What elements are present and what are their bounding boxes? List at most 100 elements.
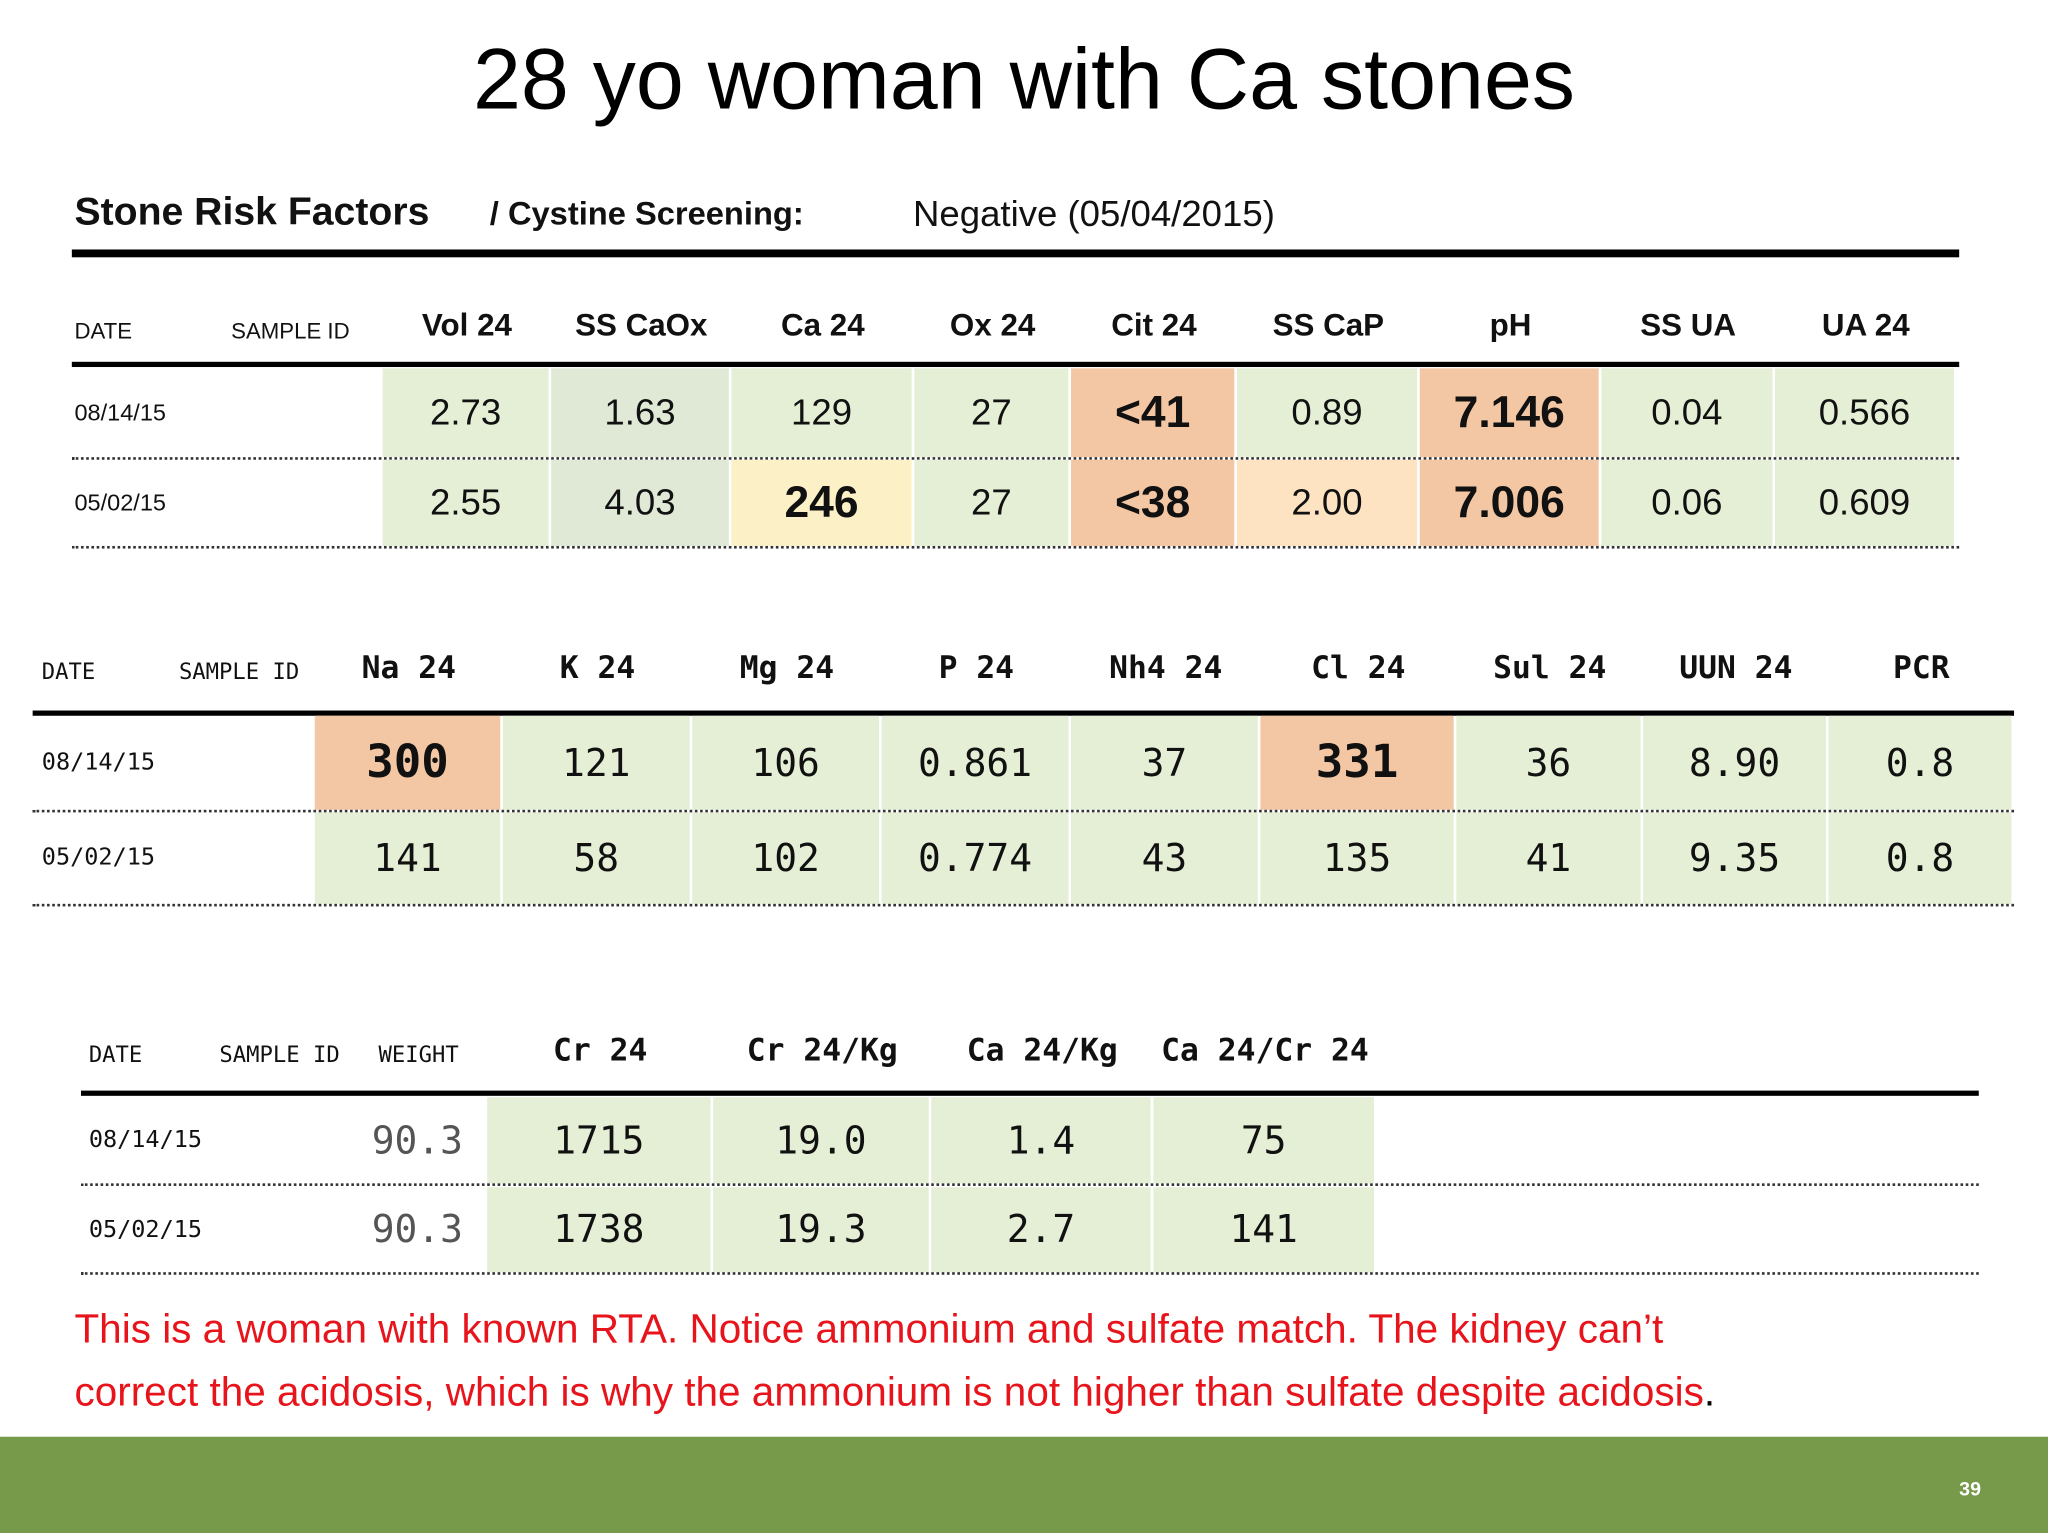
table-cell: 0.89 <box>1236 368 1418 458</box>
column-header: Vol 24 <box>421 308 512 344</box>
table-cell: 90.3 <box>371 1118 463 1163</box>
table-cell: 0.774 <box>881 812 1069 904</box>
column-header: DATE <box>74 318 133 344</box>
table-rule <box>80 1090 1979 1096</box>
column-header: DATE <box>41 659 96 686</box>
table-cell: 58 <box>502 812 690 904</box>
note-text: correct the acidosis, which is why the a… <box>74 1368 1704 1415</box>
column-header: SAMPLE ID <box>231 318 350 344</box>
rule <box>71 249 1960 258</box>
table-cell: 36 <box>1456 715 1641 810</box>
table-cell: 0.06 <box>1601 459 1773 546</box>
table-cell: 8.90 <box>1643 715 1826 810</box>
row-rule <box>32 809 2015 813</box>
table-cell: 0.8 <box>1828 812 2012 904</box>
column-header: K 24 <box>559 649 636 686</box>
column-header: Ca 24 <box>781 308 865 344</box>
table-cell: 300 <box>314 715 501 810</box>
table-cell: 7.146 <box>1419 368 1599 458</box>
table-cell: 27 <box>914 368 1069 458</box>
column-header: SS CaOx <box>575 308 708 344</box>
table-cell: 1715 <box>487 1097 711 1184</box>
table-cell: 2.55 <box>382 459 549 546</box>
table-cell: 19.3 <box>713 1187 929 1273</box>
table-cell: 0.8 <box>1828 715 2012 810</box>
table-cell: 4.03 <box>551 459 729 546</box>
column-header: PCR <box>1892 649 1950 686</box>
table-cell: 331 <box>1260 715 1454 810</box>
table-cell: 102 <box>692 812 880 904</box>
column-header: Na 24 <box>361 649 456 686</box>
table-cell: 1.63 <box>551 368 729 458</box>
table-rule <box>32 710 2015 716</box>
slide-title: 28 yo woman with Ca stones <box>472 30 1576 127</box>
column-header: SS CaP <box>1272 308 1385 344</box>
table-cell: 2.73 <box>382 368 549 458</box>
table-cell: 19.0 <box>713 1097 929 1184</box>
table-cell: 246 <box>731 459 912 546</box>
table-cell: 141 <box>314 812 501 904</box>
table-cell: 1.4 <box>931 1097 1151 1184</box>
note-end: . <box>1703 1368 1716 1415</box>
table-cell: 0.04 <box>1601 368 1773 458</box>
column-header: UUN 24 <box>1679 649 1793 686</box>
column-header: UA 24 <box>1821 308 1910 344</box>
column-header: Ca 24/Kg <box>966 1031 1118 1069</box>
table-rule <box>71 361 1960 368</box>
row-rule <box>32 903 2015 907</box>
row-rule <box>71 457 1960 460</box>
column-header: Mg 24 <box>739 649 835 686</box>
table-cell: 141 <box>1153 1187 1375 1273</box>
row-date: 05/02/15 <box>41 843 156 872</box>
column-header: Ca 24/Cr 24 <box>1161 1031 1369 1069</box>
column-header: Cl 24 <box>1311 649 1406 686</box>
table-cell: 121 <box>502 715 690 810</box>
row-rule <box>71 545 1960 549</box>
table-cell: 90.3 <box>371 1206 463 1252</box>
table-cell: 2.7 <box>931 1187 1151 1273</box>
row-date: 08/14/15 <box>41 748 156 776</box>
column-header: Ox 24 <box>949 308 1036 344</box>
table-cell: 37 <box>1071 715 1258 810</box>
footer-band <box>0 1436 2048 1533</box>
row-date: 05/02/15 <box>74 489 166 516</box>
note-line: This is a woman with known RTA. Notice a… <box>74 1306 1664 1352</box>
table-cell: 7.006 <box>1419 459 1599 546</box>
row-rule <box>80 1183 1979 1186</box>
column-header: pH <box>1489 308 1532 344</box>
column-header: SAMPLE ID <box>219 1042 340 1069</box>
column-header: Sul 24 <box>1493 649 1607 686</box>
column-header: Cr 24 <box>552 1031 648 1069</box>
table-cell: 0.861 <box>881 715 1069 810</box>
section-label: Stone Risk Factors <box>74 190 430 234</box>
column-header: P 24 <box>938 649 1015 686</box>
table-cell: 75 <box>1153 1097 1375 1184</box>
row-date: 05/02/15 <box>88 1215 203 1244</box>
table-cell: 2.00 <box>1236 459 1418 546</box>
column-header: SAMPLE ID <box>178 659 300 686</box>
column-header: Nh4 24 <box>1109 649 1223 686</box>
column-header: SS UA <box>1640 308 1737 344</box>
page-number: 39 <box>1959 1478 1981 1501</box>
row-date: 08/14/15 <box>74 399 166 426</box>
table-cell: 0.566 <box>1775 368 1954 458</box>
row-date: 08/14/15 <box>88 1125 203 1154</box>
table-cell: 0.609 <box>1775 459 1954 546</box>
table-cell: 9.35 <box>1643 812 1826 904</box>
section-value: Negative (05/04/2015) <box>912 193 1275 234</box>
section-sub: / Cystine Screening: <box>489 195 804 233</box>
table-cell: 106 <box>692 715 880 810</box>
column-header: Cr 24/Kg <box>746 1031 898 1069</box>
table-cell: 1738 <box>487 1187 711 1273</box>
column-header: WEIGHT <box>378 1042 459 1069</box>
column-header: Cit 24 <box>1111 308 1197 344</box>
column-header: DATE <box>88 1042 143 1069</box>
table-cell: <38 <box>1071 459 1235 546</box>
table-cell: 27 <box>914 459 1069 546</box>
table-cell: 43 <box>1071 812 1258 904</box>
table-cell: 129 <box>731 368 912 458</box>
note-line: correct the acidosis, which is why the a… <box>74 1369 1715 1416</box>
row-rule <box>80 1272 1979 1275</box>
table-cell: 135 <box>1260 812 1454 904</box>
